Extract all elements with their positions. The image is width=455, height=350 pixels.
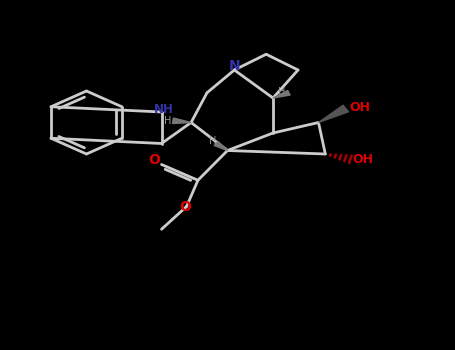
- Text: N: N: [228, 59, 240, 73]
- Text: OH: OH: [349, 100, 370, 114]
- Text: H: H: [278, 87, 285, 97]
- Polygon shape: [273, 91, 290, 98]
- Text: NH: NH: [154, 103, 174, 116]
- Polygon shape: [172, 118, 191, 124]
- Text: OH: OH: [353, 153, 374, 167]
- Polygon shape: [318, 105, 349, 122]
- Text: O: O: [148, 153, 160, 167]
- Text: O: O: [180, 200, 192, 214]
- Text: H: H: [164, 116, 171, 126]
- Text: H: H: [209, 136, 217, 146]
- Polygon shape: [214, 142, 228, 150]
